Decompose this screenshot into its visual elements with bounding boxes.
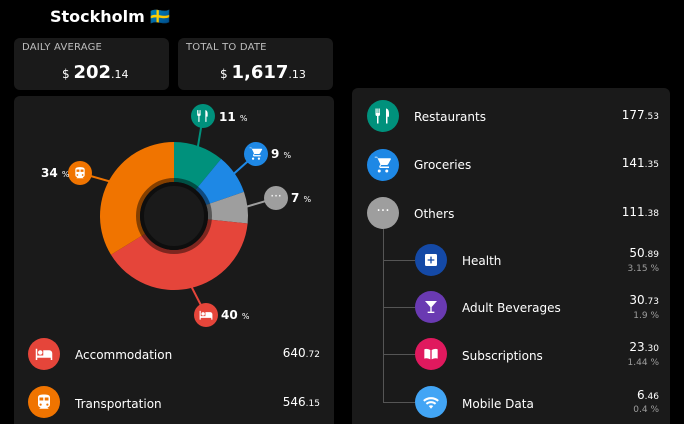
more-icon: ··· [367, 197, 399, 229]
sub-item-label: Subscriptions [462, 349, 543, 363]
sub-item-percent: 1.9 % [633, 311, 659, 321]
tree-connector [383, 402, 415, 403]
list-item-amount: 546.15 [282, 395, 320, 409]
tree-connector [383, 307, 415, 308]
bed-icon [28, 338, 60, 370]
tree-connector [383, 354, 415, 355]
sub-item-label: Adult Beverages [462, 301, 561, 315]
total-to-date-value: $ 1,617.13 [220, 62, 306, 83]
sub-item-percent: 3.15 % [627, 264, 659, 274]
list-item-label: Others [414, 207, 455, 221]
more-icon: ··· [270, 189, 282, 203]
list-item-label: Accommodation [75, 348, 173, 362]
sub-item-label: Mobile Data [462, 397, 534, 411]
daily-average-value: $ 202.14 [62, 62, 129, 83]
list-item-label: Groceries [414, 158, 472, 172]
sub-item-percent: 0.4 % [633, 405, 659, 415]
restaurants-pct: 11 % [219, 110, 248, 124]
total-to-date-label: TOTAL TO DATE [186, 42, 267, 53]
groceries-pct: 9 % [271, 147, 292, 161]
daily-average-label: DAILY AVERAGE [22, 42, 103, 53]
cart-icon [367, 149, 399, 181]
health-icon [415, 244, 447, 276]
cocktail-icon [415, 291, 447, 323]
list-item-label: Restaurants [414, 110, 486, 124]
list-item-label: Transportation [75, 397, 162, 411]
others-chart-icon[interactable]: ··· [264, 186, 288, 210]
train-icon [28, 386, 60, 418]
chart-panel [14, 96, 334, 424]
restaurants-chart-icon[interactable] [191, 104, 215, 128]
list-item-amount: 177.53 [621, 108, 659, 122]
daily-average-card: DAILY AVERAGE $ 202.14 [14, 38, 169, 90]
list-item-amount: 111.38 [621, 205, 659, 219]
groceries-chart-icon[interactable] [244, 142, 268, 166]
book-icon [415, 338, 447, 370]
accommodation-chart-icon[interactable] [194, 303, 218, 327]
tree-connector [383, 229, 384, 403]
fork-knife-icon [367, 100, 399, 132]
page-title: Stockholm [50, 7, 145, 26]
sub-item-amount: 6.46 [637, 388, 659, 402]
accommodation-pct: 40 % [221, 308, 250, 322]
sub-item-percent: 1.44 % [627, 358, 659, 368]
tree-connector [383, 260, 415, 261]
flag-icon: 🇸🇪 [150, 7, 171, 26]
list-item-amount: 141.35 [621, 156, 659, 170]
wifi-icon [415, 386, 447, 418]
category-list-panel [352, 88, 670, 424]
sub-item-label: Health [462, 254, 502, 268]
list-item-amount: 640.72 [282, 346, 320, 360]
others-pct: 7 % [291, 191, 312, 205]
total-to-date-card: TOTAL TO DATE $ 1,617.13 [178, 38, 333, 90]
transportation-pct: 34 % [41, 166, 70, 180]
sub-item-amount: 50.89 [629, 246, 659, 260]
sub-item-amount: 23.30 [629, 340, 659, 354]
transportation-chart-icon[interactable] [68, 161, 92, 185]
page-header: Stockholm 🇸🇪 [50, 7, 170, 26]
sub-item-amount: 30.73 [629, 293, 659, 307]
